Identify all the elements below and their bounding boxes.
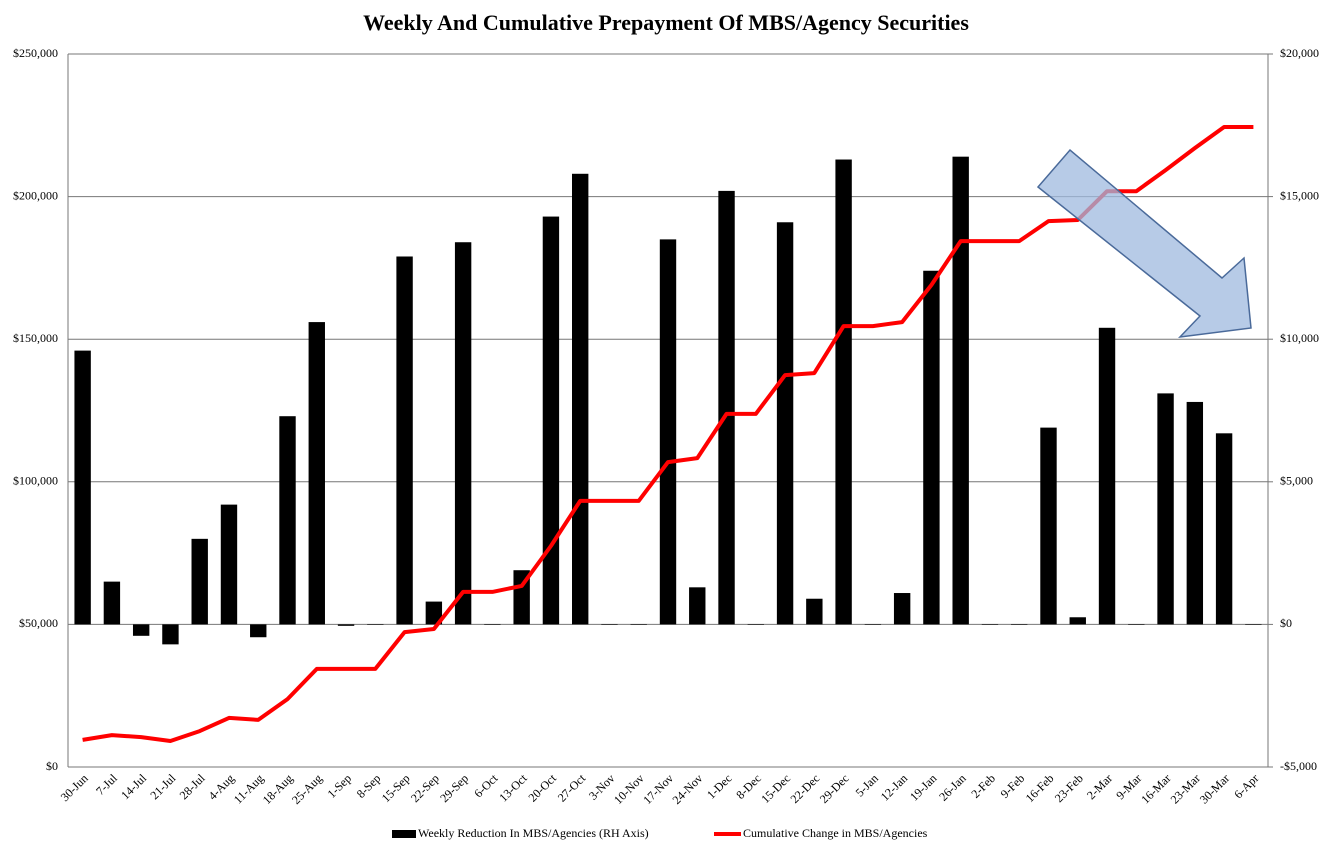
bar bbox=[689, 587, 706, 625]
bar bbox=[601, 624, 618, 625]
x-tick-label: 14-Jul bbox=[118, 771, 150, 803]
bar bbox=[162, 624, 179, 645]
y2-tick-label: $20,000 bbox=[1280, 46, 1319, 60]
x-tick-label: 20-Oct bbox=[526, 771, 560, 805]
x-tick-label: 11-Aug bbox=[231, 771, 267, 807]
x-tick-label: 26-Jan bbox=[936, 771, 969, 804]
bar bbox=[1215, 433, 1233, 625]
x-tick-label: 15-Sep bbox=[379, 771, 413, 805]
plot-area: $0 $50,000 $100,000 $150,000 $200,000 $250,00… bbox=[13, 46, 1319, 807]
y-tick-label: $0 bbox=[46, 759, 58, 773]
bar bbox=[952, 156, 969, 625]
bar bbox=[659, 239, 677, 625]
bar bbox=[1011, 624, 1028, 625]
x-tick-label: 2-Mar bbox=[1084, 771, 1115, 802]
legend-swatch bbox=[392, 830, 416, 838]
x-tick-label: 25-Aug bbox=[289, 771, 325, 807]
bar bbox=[981, 624, 999, 625]
bar bbox=[132, 624, 150, 636]
bar bbox=[718, 190, 735, 625]
x-tick-label: 1-Sep bbox=[324, 771, 354, 801]
bar bbox=[1186, 401, 1204, 625]
bar bbox=[484, 624, 501, 625]
bar bbox=[279, 416, 296, 625]
bar bbox=[542, 216, 560, 625]
x-tick-label: 6-Apr bbox=[1231, 771, 1261, 801]
bar bbox=[572, 173, 589, 625]
bar bbox=[1157, 393, 1174, 625]
y2-tick-label: -$5,000 bbox=[1280, 759, 1317, 773]
y-tick-label: $250,000 bbox=[13, 46, 58, 60]
bar bbox=[1098, 327, 1116, 625]
bar bbox=[396, 256, 413, 625]
x-tick-label: 23-Mar bbox=[1168, 771, 1203, 806]
bar bbox=[1245, 624, 1262, 625]
x-tick-label: 22-Dec bbox=[788, 771, 823, 806]
bar bbox=[893, 593, 911, 625]
x-tick-label: 29-Sep bbox=[437, 771, 471, 805]
bar bbox=[425, 601, 443, 625]
bar bbox=[923, 270, 940, 625]
bar bbox=[630, 624, 647, 625]
x-tick-label: 7-Jul bbox=[93, 771, 120, 798]
y-tick-label: $50,000 bbox=[19, 616, 58, 630]
line bbox=[82, 125, 1254, 743]
y-tick-label: $200,000 bbox=[13, 188, 58, 202]
legend-label: Cumulative Change in MBS/Agencies bbox=[743, 826, 928, 840]
x-tick-label: 24-Nov bbox=[670, 771, 706, 807]
x-tick-label: 16-Mar bbox=[1138, 771, 1173, 806]
x-tick-label: 1-Dec bbox=[704, 771, 735, 802]
bar bbox=[103, 581, 121, 625]
bar bbox=[835, 159, 852, 625]
bar bbox=[747, 624, 764, 625]
x-tick-label: 16-Feb bbox=[1023, 771, 1057, 805]
bar bbox=[1128, 624, 1145, 625]
x-tick-label: 30-Jun bbox=[58, 771, 91, 804]
x-tick-label: 23-Feb bbox=[1052, 771, 1086, 805]
bar bbox=[337, 624, 355, 626]
chart-title: Weekly And Cumulative Prepayment Of MBS/… bbox=[363, 10, 969, 35]
y2-tick-label: $10,000 bbox=[1280, 331, 1319, 345]
x-tick-label: 22-Sep bbox=[408, 771, 442, 805]
x-tick-label: 5-Jan bbox=[853, 771, 881, 799]
bar bbox=[776, 222, 794, 625]
bar bbox=[250, 624, 267, 638]
x-tick-label: 21-Jul bbox=[147, 771, 179, 803]
bar bbox=[1069, 617, 1086, 625]
legend-label: Weekly Reduction In MBS/Agencies (RH Axi… bbox=[418, 826, 649, 840]
x-tick-label: 27-Oct bbox=[555, 771, 589, 805]
bar bbox=[864, 624, 882, 625]
y-tick-label: $100,000 bbox=[13, 474, 58, 488]
bar bbox=[513, 570, 530, 625]
x-tick-label: 19-Jan bbox=[907, 771, 940, 804]
y2-tick-label: $15,000 bbox=[1280, 188, 1319, 202]
x-tick-label: 28-Jul bbox=[177, 771, 209, 803]
bar bbox=[74, 350, 91, 625]
x-tick-label: 30-Mar bbox=[1197, 771, 1232, 806]
y2-tick-label: $0 bbox=[1280, 616, 1292, 630]
bar bbox=[308, 322, 325, 625]
y2-tick-label: $5,000 bbox=[1280, 474, 1313, 488]
bar bbox=[367, 624, 384, 625]
x-tick-label: 18-Aug bbox=[260, 771, 296, 807]
bar bbox=[806, 598, 823, 625]
y-tick-label: $150,000 bbox=[13, 331, 58, 345]
x-tick-label: 29-Dec bbox=[817, 771, 852, 806]
x-tick-label: 17-Nov bbox=[640, 771, 676, 807]
x-tick-label: 10-Nov bbox=[611, 771, 647, 807]
x-tick-label: 13-Oct bbox=[496, 771, 530, 805]
x-tick-label: 2-Feb bbox=[968, 771, 998, 801]
bar bbox=[220, 504, 238, 625]
bar bbox=[454, 242, 472, 625]
bar bbox=[191, 538, 208, 625]
bar bbox=[1040, 427, 1057, 625]
x-tick-label: 15-Dec bbox=[758, 771, 793, 806]
x-tick-label: 12-Jan bbox=[878, 771, 911, 804]
annotation-arrow bbox=[1036, 148, 1252, 339]
